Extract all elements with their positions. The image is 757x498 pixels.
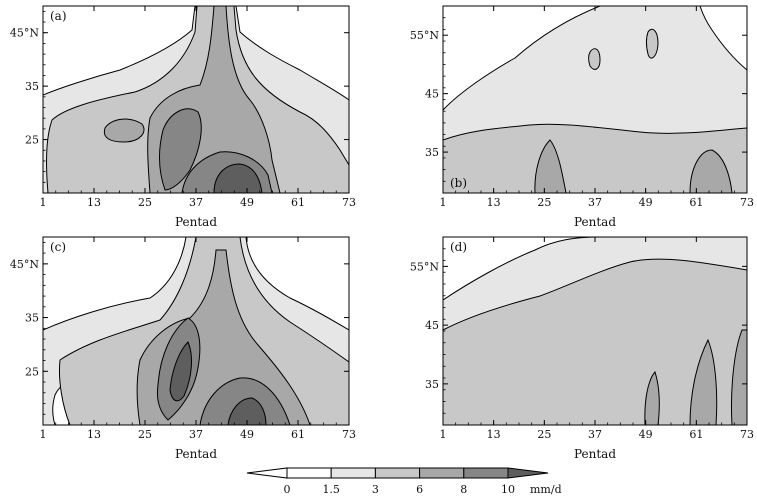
- y-tick-label: 45°N: [10, 258, 39, 271]
- x-tick-label: 37: [588, 196, 602, 209]
- y-tick-label: 35: [25, 312, 39, 325]
- y-tick-label: 45°N: [10, 27, 39, 40]
- colorbar-segment: [374, 467, 421, 479]
- panel-b-level-2: [443, 123, 747, 193]
- y-tick-label: 25: [25, 365, 39, 378]
- panel-b-contours: [443, 6, 747, 193]
- panel-d-level-3c: [731, 329, 747, 425]
- x-tick-label: 1: [40, 196, 47, 209]
- x-tick-label: 37: [189, 428, 203, 441]
- x-tick-label: 1: [440, 196, 447, 209]
- panel-b-xlabel: Pentad: [574, 215, 616, 229]
- x-tick-label: 61: [291, 428, 305, 441]
- panel-b-axes: 1 13 25 37 49 61 73 55°N 45 35: [410, 5, 754, 209]
- x-tick-label: 25: [537, 428, 551, 441]
- x-tick-label: 73: [740, 428, 754, 441]
- y-tick-label: 35: [425, 146, 439, 159]
- panel-a-level-3: [103, 118, 145, 143]
- panel-d-level-3: [644, 370, 660, 425]
- colorbar-label: 8: [460, 483, 467, 496]
- y-tick-label: 35: [25, 80, 39, 93]
- x-tick-label: 73: [342, 196, 356, 209]
- panel-c-level-5b: [227, 397, 267, 425]
- colorbar-overflow: [507, 467, 549, 479]
- colorbar-segment: [330, 467, 376, 479]
- x-tick-label: 49: [240, 196, 254, 209]
- colorbar-unit: mm/d: [530, 483, 562, 496]
- panel-d-axes: 1 13 25 37 49 61 73 55°N 45 35: [410, 236, 754, 441]
- panel-b-cell-1: [588, 48, 601, 70]
- y-tick-label: 45: [425, 88, 439, 101]
- panel-b-level-3: [534, 139, 567, 193]
- colorbar-label: 6: [416, 483, 423, 496]
- panel-c-xlabel: Pentad: [175, 447, 217, 461]
- colorbar-label: 3: [372, 483, 379, 496]
- y-tick-label: 45: [425, 319, 439, 332]
- panel-d-xlabel: Pentad: [574, 447, 616, 461]
- panel-c-axes: 1 13 25 37 49 61 73 45°N 35 25: [10, 237, 356, 441]
- panel-c-contours: [43, 237, 349, 425]
- colorbar-segment: [463, 467, 509, 479]
- panel-a: (a) Pentad 1 13 25 37 49 61 73 45°N 35 25: [10, 5, 356, 229]
- x-tick-label: 61: [689, 428, 703, 441]
- colorbar-underflow: [246, 467, 288, 479]
- panel-a-level-4: [159, 108, 202, 191]
- x-tick-label: 49: [639, 196, 653, 209]
- x-tick-label: 73: [740, 196, 754, 209]
- panel-d-level-2: [443, 258, 747, 425]
- y-tick-label: 35: [425, 378, 439, 391]
- colorbar-segment: [286, 467, 332, 479]
- x-tick-label: 61: [689, 196, 703, 209]
- x-tick-label: 13: [87, 428, 101, 441]
- panel-d-label: (d): [450, 240, 467, 254]
- x-tick-label: 25: [138, 196, 152, 209]
- x-tick-label: 25: [138, 428, 152, 441]
- panel-b-level-3b: [689, 149, 733, 193]
- panel-a-level-5: [213, 163, 263, 193]
- x-tick-label: 1: [40, 428, 47, 441]
- x-tick-label: 37: [588, 428, 602, 441]
- x-tick-label: 73: [342, 428, 356, 441]
- colorbar: 0 1.5 3 6 8 10 mm/d: [246, 467, 562, 496]
- panel-b-cell-2: [646, 28, 659, 59]
- x-tick-label: 49: [240, 428, 254, 441]
- colorbar-label: 0: [284, 483, 291, 496]
- y-tick-label: 25: [25, 134, 39, 147]
- x-tick-label: 13: [487, 196, 501, 209]
- colorbar-label: 10: [501, 483, 515, 496]
- x-tick-label: 37: [189, 196, 203, 209]
- panel-b-level-0-edge: [699, 6, 747, 71]
- x-tick-label: 61: [291, 196, 305, 209]
- panel-c-level-5: [169, 341, 192, 402]
- panel-a-contours: [43, 6, 349, 193]
- colorbar-segment: [419, 467, 465, 479]
- x-tick-label: 13: [487, 428, 501, 441]
- y-tick-label: 55°N: [410, 260, 439, 273]
- panel-d: (d) Pentad 1 13 25 37 49 61 73 55°N 45 35: [410, 236, 754, 461]
- panel-a-axes: 1 13 25 37 49 61 73 45°N 35 25: [10, 6, 356, 209]
- panel-a-label: (a): [50, 9, 67, 23]
- panel-d-contours: [443, 237, 747, 425]
- panel-b: (b) Pentad 1 13 25 37 49 61 73 55°N 45 35: [410, 5, 754, 229]
- x-tick-label: 25: [537, 196, 551, 209]
- x-tick-label: 1: [440, 428, 447, 441]
- panel-a-xlabel: Pentad: [175, 215, 217, 229]
- panel-c: (c) Pentad 1 13 25 37 49 61 73 45°N 35 25: [10, 236, 356, 461]
- x-tick-label: 49: [639, 428, 653, 441]
- y-tick-label: 55°N: [410, 29, 439, 42]
- panel-b-label: (b): [450, 176, 467, 190]
- panel-c-label: (c): [50, 240, 66, 254]
- colorbar-label: 1.5: [322, 483, 340, 496]
- x-tick-label: 13: [87, 196, 101, 209]
- panel-d-level-3b: [689, 338, 718, 425]
